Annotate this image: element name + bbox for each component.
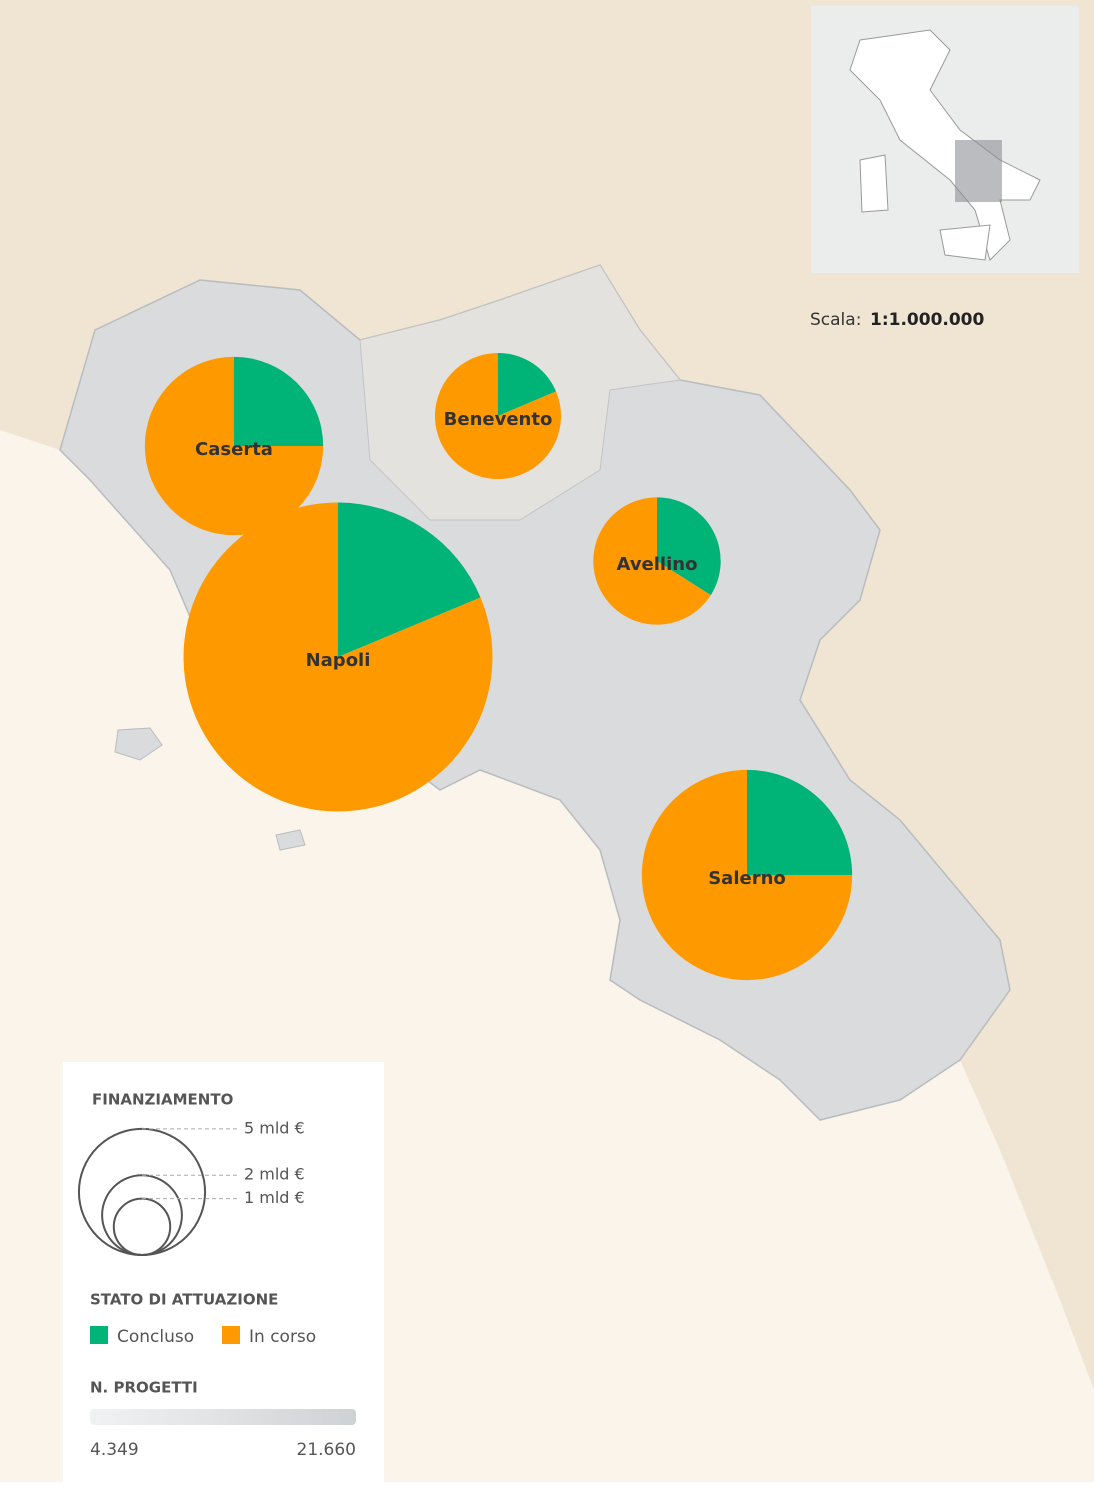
land [0, 0, 1094, 1390]
island [275, 829, 306, 851]
island [114, 727, 163, 761]
count-legend-title: N. PROGETTI [90, 1379, 198, 1397]
count-gradient [90, 1409, 356, 1425]
size-legend-label: 1 mld € [244, 1188, 305, 1207]
pie-slice [234, 356, 324, 446]
pie-slice [593, 497, 711, 625]
legend-swatch [90, 1326, 108, 1344]
province-label: Avellino [617, 554, 698, 575]
pie-slice [641, 769, 853, 981]
pie-slice [338, 502, 481, 657]
color-legend-title: STATO DI ATTUAZIONE [90, 1291, 278, 1309]
size-legend-title: FINANZIAMENTO [92, 1091, 233, 1109]
pie-slice [747, 769, 853, 875]
legend-label: Concluso [117, 1327, 194, 1347]
pie-slice [657, 497, 721, 596]
inset-islands [859, 154, 991, 261]
scale-value: 1:1.000.000 [870, 310, 985, 330]
province-label: Benevento [444, 409, 553, 430]
pie-slice [498, 352, 557, 416]
size-legend-label: 2 mld € [244, 1165, 305, 1184]
province-label: Napoli [306, 650, 371, 671]
count-label: 21.660 [297, 1440, 356, 1460]
scale-label: Scala: [810, 310, 861, 330]
legend-swatch [222, 1326, 240, 1344]
province-label: Salerno [708, 868, 786, 889]
size-legend-label: 5 mld € [244, 1118, 305, 1137]
pies: Caserta Benevento Napoli Avellino Salerno [144, 352, 853, 981]
province-label: Caserta [195, 439, 273, 460]
pie-slice [434, 352, 562, 480]
legend-label: In corso [249, 1327, 316, 1347]
inset-highlight [955, 140, 1002, 202]
count-label: 4.349 [90, 1440, 139, 1460]
pie-slice [183, 502, 493, 812]
pie-slice [144, 356, 324, 536]
